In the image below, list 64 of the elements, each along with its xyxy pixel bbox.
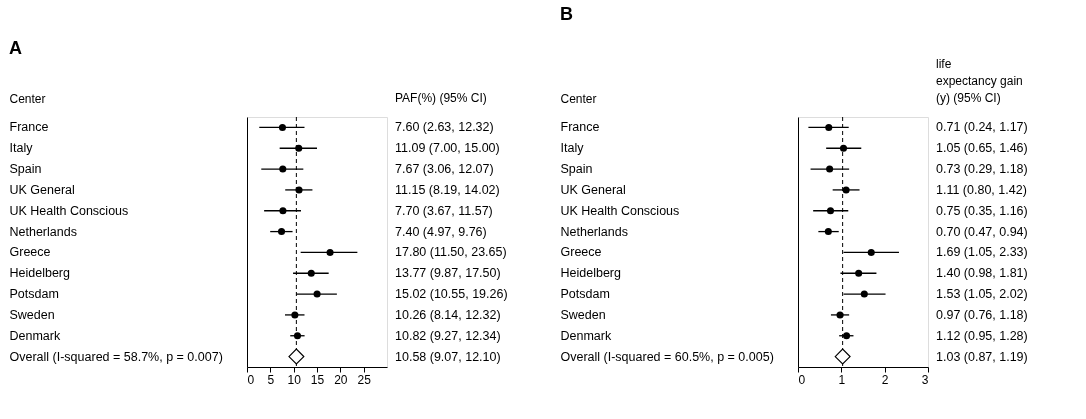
x-tick-label: 0	[247, 372, 255, 387]
x-tick-label: 10	[287, 372, 302, 387]
y-tick-label: Potsdam	[9, 287, 59, 302]
text: 0.75 (0.35, 1.16)	[936, 203, 1028, 218]
y-axis-title: Center	[9, 91, 46, 106]
text: 1.53 (1.05, 2.02)	[936, 287, 1028, 302]
y-tick-label: UK General	[560, 182, 626, 197]
text: 1.69 (1.05, 2.33)	[936, 245, 1028, 260]
x-tick-label: 20	[334, 372, 348, 387]
y-tick-label: Sweden	[9, 307, 55, 322]
y-tick-label: Potsdam	[560, 287, 610, 302]
y-tick-label: Heidelberg	[9, 266, 70, 281]
x-tick-label: 2	[881, 372, 889, 387]
x-tick-label: 5	[267, 372, 275, 387]
text: 1.03 (0.87, 1.19)	[936, 349, 1028, 364]
x-tick-label: 1	[838, 372, 846, 387]
text: 7.60 (2.63, 12.32)	[395, 120, 494, 135]
y-tick-label: France	[9, 120, 49, 135]
y-tick-label: Overall (I-squared = 60.5%, p = 0.005)	[560, 349, 774, 364]
y-tick-label: France	[560, 120, 600, 135]
y-tick-label: Spain	[560, 162, 593, 177]
y-tick-label: Italy	[9, 141, 34, 156]
x-tick-label: 15	[310, 372, 325, 387]
y-axis-title: Center	[560, 91, 597, 106]
y-tick-label: UK General	[9, 182, 75, 197]
x-tick-label: 25	[357, 372, 372, 387]
y-tick-label: Overall (I-squared = 58.7%, p = 0.007)	[9, 349, 223, 364]
text: 11.15 (8.19, 14.02)	[395, 182, 500, 197]
text: 15.02 (10.55, 19.26)	[395, 287, 508, 302]
text: life expectancy gain (y) (95% CI)	[936, 57, 1023, 105]
text: A	[9, 38, 22, 58]
y-tick-label: Netherlands	[560, 224, 628, 239]
text: 13.77 (9.87, 17.50)	[395, 266, 501, 281]
y-tick-label: Italy	[560, 141, 585, 156]
y-tick-label: UK Health Conscious	[560, 203, 680, 218]
text: 17.80 (11.50, 23.65)	[395, 245, 507, 260]
text: 10.82 (9.27, 12.34)	[395, 328, 501, 343]
text: 7.40 (4.97, 9.76)	[395, 224, 487, 239]
text: 10.26 (8.14, 12.32)	[395, 307, 501, 322]
text: 11.09 (7.00, 15.00)	[395, 141, 500, 156]
y-tick-label: Sweden	[560, 307, 606, 322]
text: 1.11 (0.80, 1.42)	[936, 182, 1027, 197]
text: 1.05 (0.65, 1.46)	[936, 141, 1028, 156]
y-tick-label: Heidelberg	[560, 266, 621, 281]
text: 1.40 (0.98, 1.81)	[936, 266, 1028, 281]
text: 0.70 (0.47, 0.94)	[936, 224, 1028, 239]
y-tick-label: Greece	[9, 245, 51, 260]
text: B	[560, 4, 573, 24]
x-tick-label: 0	[798, 372, 806, 387]
text: 1.12 (0.95, 1.28)	[936, 328, 1028, 343]
text: 0.71 (0.24, 1.17)	[936, 120, 1028, 135]
y-tick-label: Denmark	[9, 328, 61, 343]
x-tick-label: 3	[921, 372, 929, 387]
text: 7.70 (3.67, 11.57)	[395, 203, 493, 218]
y-tick-label: Denmark	[560, 328, 612, 343]
y-tick-label: UK Health Conscious	[9, 203, 129, 218]
y-tick-label: Spain	[9, 162, 42, 177]
text: 0.73 (0.29, 1.18)	[936, 162, 1028, 177]
text: 10.58 (9.07, 12.10)	[395, 349, 501, 364]
y-tick-label: Greece	[560, 245, 602, 260]
text: 7.67 (3.06, 12.07)	[395, 162, 494, 177]
y-tick-label: Netherlands	[9, 224, 77, 239]
text: 0.97 (0.76, 1.18)	[936, 307, 1028, 322]
text: PAF(%) (95% CI)	[395, 91, 487, 105]
